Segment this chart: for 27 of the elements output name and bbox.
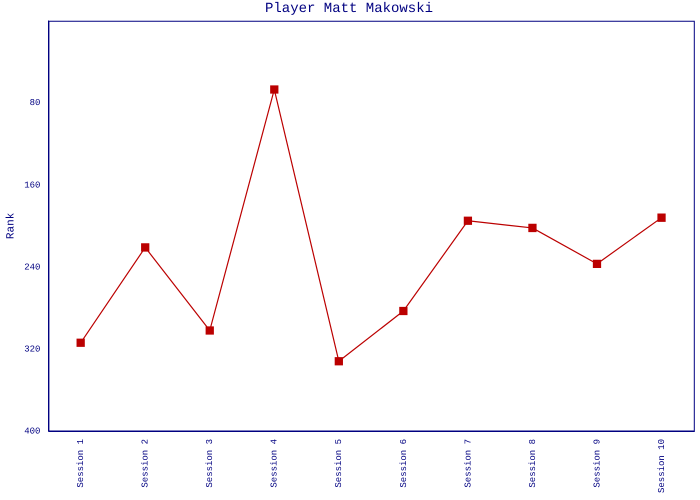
x-tick-label: Session 6 bbox=[398, 438, 409, 488]
point bbox=[399, 306, 408, 316]
y-tick-label: 400 bbox=[24, 426, 40, 436]
x-tick-label: Session 2 bbox=[140, 438, 151, 488]
y-tick-label: 320 bbox=[24, 344, 40, 354]
x-tick-label: Session 1 bbox=[76, 438, 86, 488]
x-tick-label: Session 3 bbox=[205, 438, 216, 488]
x-tick-label: Session 9 bbox=[592, 438, 602, 488]
point bbox=[464, 216, 472, 225]
x-tick-label: Session 5 bbox=[334, 438, 344, 488]
y-axis-title: Rank bbox=[6, 212, 18, 240]
point bbox=[592, 260, 602, 268]
point bbox=[76, 338, 85, 347]
point bbox=[270, 85, 278, 94]
x-tick-label: Session 10 bbox=[656, 438, 667, 494]
point bbox=[657, 214, 666, 222]
y-tick-label: 80 bbox=[30, 98, 40, 108]
point bbox=[206, 326, 214, 335]
x-tick-label: Session 7 bbox=[463, 438, 474, 488]
x-tick-label: Session 4 bbox=[270, 438, 280, 488]
point bbox=[334, 357, 343, 366]
point bbox=[528, 224, 537, 232]
x-tick-label: Session 8 bbox=[528, 438, 538, 488]
y-tick-label: 240 bbox=[24, 262, 40, 272]
chart-title: Player Matt Makowski bbox=[264, 1, 434, 18]
y-tick-label: 160 bbox=[24, 180, 40, 190]
point bbox=[141, 243, 150, 252]
